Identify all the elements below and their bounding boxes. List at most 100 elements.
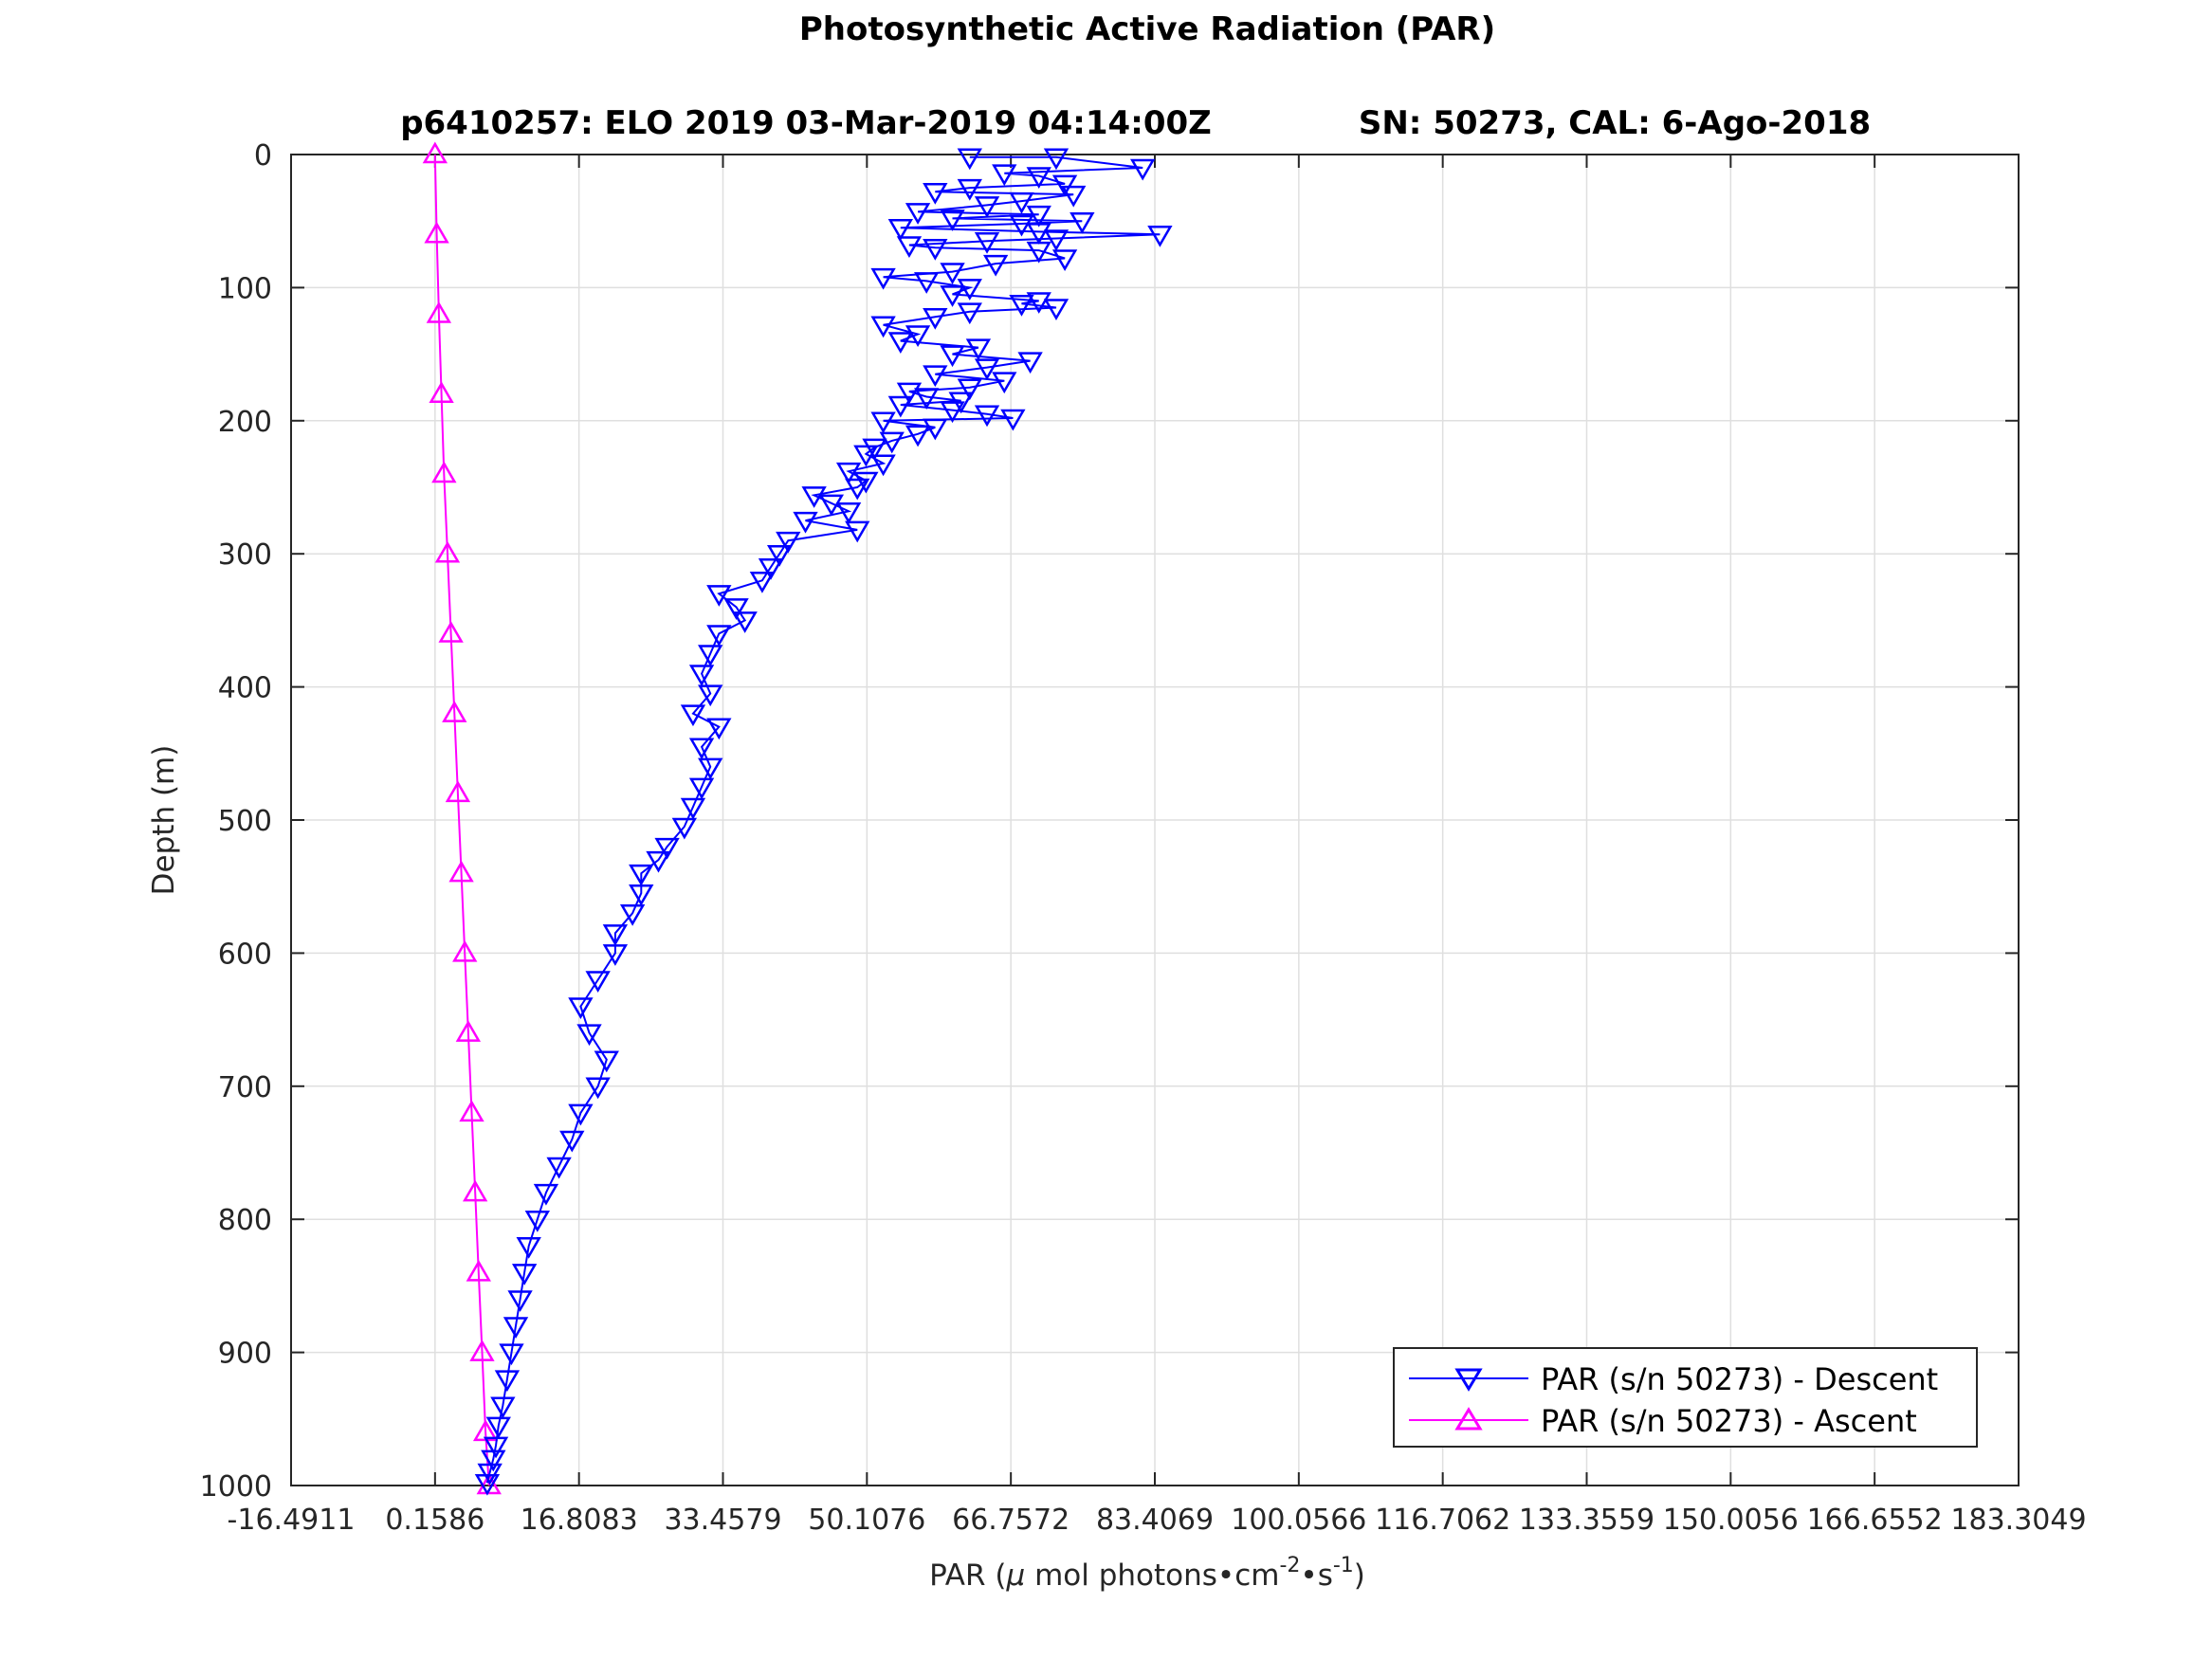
- legend-label-ascent: PAR (s/n 50273) - Ascent: [1541, 1403, 1917, 1439]
- x-tick-label: 100.0566: [1231, 1504, 1366, 1537]
- descent-point: [905, 203, 931, 225]
- descent-point: [992, 372, 1017, 394]
- descent-point: [940, 401, 965, 424]
- ascent-point: [476, 1472, 502, 1495]
- ascent-point: [448, 860, 474, 883]
- ascent-point: [429, 381, 454, 403]
- descent-point: [749, 572, 776, 593]
- legend: PAR (s/n 50273) - Descent PAR (s/n 50273…: [1393, 1347, 1978, 1448]
- descent-point: [766, 544, 793, 567]
- ascent-point: [459, 1100, 484, 1122]
- descent-point: [914, 272, 940, 294]
- descent-point: [1026, 241, 1051, 264]
- descent-point: [776, 531, 801, 554]
- ascent-line: [433, 154, 490, 1486]
- descent-point: [965, 338, 992, 361]
- descent-point: [887, 332, 913, 355]
- ascent-point: [442, 701, 467, 722]
- descent-point: [793, 511, 818, 534]
- descent-point: [1017, 352, 1043, 374]
- descent-point: [585, 1077, 611, 1100]
- descent-point: [982, 254, 1009, 277]
- descent-point: [1051, 174, 1078, 197]
- descent-point: [853, 445, 879, 467]
- descent-point: [490, 1396, 516, 1419]
- descent-point: [706, 718, 732, 740]
- descent-point: [629, 864, 654, 886]
- descent-point: [923, 308, 948, 330]
- x-tick-label: 183.3049: [1950, 1504, 2086, 1537]
- descent-point: [680, 704, 706, 727]
- descent-point: [896, 236, 923, 258]
- descent-point: [1026, 223, 1051, 245]
- series-ascent: [422, 141, 502, 1495]
- descent-point: [870, 316, 896, 338]
- legend-label-descent: PAR (s/n 50273) - Descent: [1541, 1361, 1938, 1397]
- y-tick-label: 400: [218, 672, 272, 705]
- descent-point: [1026, 205, 1051, 228]
- y-tick-label: 900: [218, 1338, 272, 1371]
- descent-point: [1009, 294, 1034, 317]
- descent-point: [923, 183, 948, 205]
- x-tick-label: 0.1586: [385, 1504, 484, 1537]
- descent-point: [568, 1103, 594, 1126]
- descent-point: [974, 196, 1000, 218]
- descent-point: [1130, 158, 1156, 181]
- y-tick-label: 300: [218, 538, 272, 572]
- ascent-point: [424, 221, 449, 244]
- descent-point: [870, 454, 896, 477]
- descent-point: [1147, 225, 1173, 247]
- descent-point: [957, 378, 982, 401]
- x-tick-label: -16.4911: [228, 1504, 356, 1537]
- descent-point: [1026, 167, 1051, 189]
- descent-point: [483, 1436, 509, 1459]
- x-label-mu: μ: [1005, 1559, 1025, 1593]
- ascent-point: [422, 141, 448, 164]
- descent-point: [503, 1317, 529, 1340]
- descent-point: [1051, 249, 1078, 272]
- descent-point: [957, 148, 982, 171]
- descent-point: [511, 1264, 538, 1285]
- descent-point: [516, 1237, 541, 1259]
- y-tick-label: 500: [218, 805, 272, 838]
- descent-point: [845, 478, 870, 501]
- x-label-mid: mol photons: [1025, 1559, 1217, 1593]
- x-label-bullet-2: •: [1300, 1559, 1317, 1593]
- descent-point: [723, 598, 749, 620]
- y-tick-label: 100: [218, 272, 272, 305]
- descent-point: [1009, 214, 1034, 237]
- descent-point: [477, 1463, 503, 1486]
- descent-point: [688, 777, 715, 800]
- descent-point: [758, 557, 784, 580]
- descent-point: [940, 263, 965, 285]
- descent-point: [905, 325, 931, 348]
- descent-point: [992, 164, 1017, 187]
- descent-point: [602, 924, 629, 946]
- x-label-exp-2: -1: [1333, 1554, 1354, 1577]
- x-label-s: s: [1318, 1559, 1333, 1593]
- y-tick-label: 700: [218, 1071, 272, 1104]
- chart-title: Photosynthetic Active Radiation (PAR): [799, 10, 1495, 48]
- descent-point: [485, 1416, 511, 1439]
- x-label-prefix: PAR (: [929, 1559, 1006, 1593]
- x-tick-labels: -16.4911 0.1586 16.8083 33.4579 50.1076 66.75…: [228, 1504, 2087, 1537]
- descent-point: [629, 884, 654, 906]
- descent-point: [706, 585, 732, 607]
- descent-point: [940, 285, 965, 307]
- ascent-point: [466, 1259, 491, 1282]
- ascent-point: [455, 1020, 482, 1042]
- ascent-point: [462, 1179, 488, 1202]
- chart-subtitle-right: SN: 50273, CAL: 6-Ago-2018: [1359, 104, 1871, 142]
- descent-point: [533, 1183, 559, 1206]
- y-tick-label: 200: [218, 406, 272, 439]
- descent-point: [698, 757, 723, 780]
- descent-point: [940, 345, 965, 368]
- descent-point: [646, 850, 671, 873]
- x-label-suffix: ): [1354, 1559, 1365, 1593]
- ascent-point: [434, 540, 461, 563]
- x-axis-label: PAR (μ mol photons•cm-2•s-1): [929, 1554, 1365, 1593]
- descent-point: [887, 218, 913, 241]
- y-axis-label: Depth (m): [147, 745, 181, 896]
- x-tick-label: 50.1076: [808, 1504, 925, 1537]
